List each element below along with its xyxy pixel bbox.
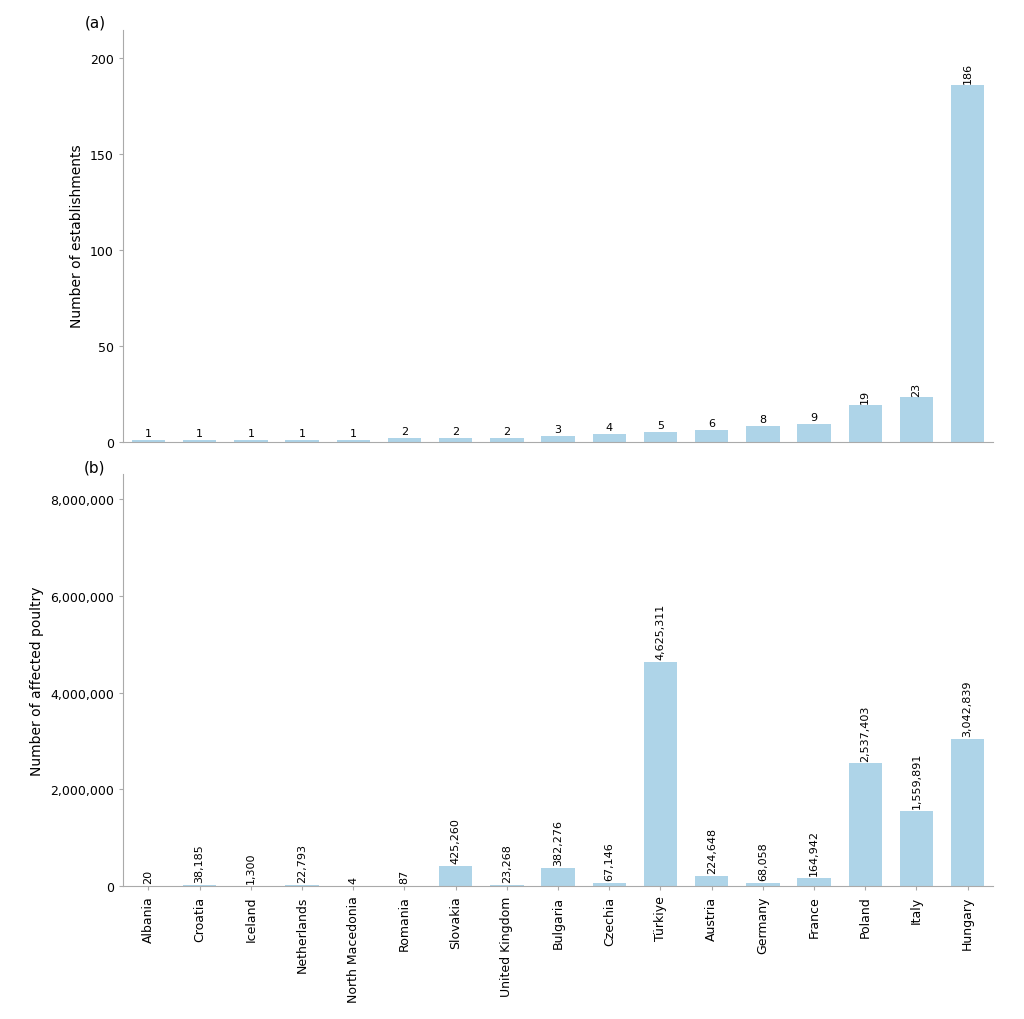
Bar (439, 438, 472, 442)
Text: 19: 19 (860, 389, 870, 404)
Text: 9: 9 (811, 413, 817, 423)
Text: 1: 1 (145, 428, 152, 438)
Bar (286, 440, 318, 442)
Bar (695, 875, 728, 887)
Text: 1,300: 1,300 (246, 852, 256, 883)
Bar (286, 886, 318, 887)
Text: 1: 1 (197, 428, 203, 438)
Bar (849, 763, 882, 887)
Text: 2: 2 (453, 426, 459, 436)
Text: 4,625,311: 4,625,311 (655, 603, 666, 659)
Bar (234, 440, 267, 442)
Text: 8: 8 (760, 415, 766, 425)
Text: 67,146: 67,146 (604, 842, 614, 880)
Text: 20: 20 (143, 869, 154, 883)
Text: 2: 2 (504, 426, 510, 436)
Text: 3,042,839: 3,042,839 (963, 680, 973, 737)
Text: 164,942: 164,942 (809, 829, 819, 875)
Text: 2: 2 (401, 426, 408, 436)
Text: 1: 1 (248, 428, 254, 438)
Text: 4: 4 (348, 876, 358, 883)
Text: 22,793: 22,793 (297, 844, 307, 882)
Bar (746, 883, 779, 887)
Text: 1: 1 (350, 428, 356, 438)
Text: 3: 3 (555, 425, 561, 434)
Bar (439, 866, 472, 887)
Y-axis label: Number of affected poultry: Number of affected poultry (31, 586, 44, 775)
Text: 1,559,891: 1,559,891 (911, 752, 922, 808)
Bar (490, 438, 523, 442)
Text: 1: 1 (299, 428, 305, 438)
Text: 23: 23 (911, 382, 922, 396)
Y-axis label: Number of establishments: Number of establishments (71, 145, 84, 328)
Text: (a): (a) (84, 15, 105, 31)
Bar (183, 440, 216, 442)
Bar (746, 427, 779, 442)
Bar (542, 436, 574, 442)
Bar (951, 739, 984, 887)
Text: 5: 5 (657, 421, 664, 431)
Text: 38,185: 38,185 (195, 843, 205, 881)
Bar (695, 431, 728, 442)
Text: 6: 6 (709, 419, 715, 429)
Bar (388, 438, 421, 442)
Text: 68,058: 68,058 (758, 842, 768, 880)
Text: 2,537,403: 2,537,403 (860, 704, 870, 761)
Bar (183, 884, 216, 887)
Bar (900, 398, 933, 442)
Bar (849, 406, 882, 442)
Bar (593, 434, 626, 442)
Bar (798, 878, 830, 887)
Bar (490, 886, 523, 887)
Text: 224,648: 224,648 (707, 826, 717, 872)
Text: (b): (b) (84, 460, 105, 475)
Bar (542, 868, 574, 887)
Bar (951, 86, 984, 442)
Bar (337, 440, 370, 442)
Text: 186: 186 (963, 63, 973, 85)
Bar (900, 811, 933, 887)
Bar (644, 432, 677, 442)
Text: 4: 4 (606, 423, 612, 432)
Bar (593, 883, 626, 887)
Bar (644, 662, 677, 887)
Text: 23,268: 23,268 (502, 844, 512, 882)
Bar (798, 425, 830, 442)
Text: 87: 87 (399, 869, 410, 883)
Text: 382,276: 382,276 (553, 819, 563, 865)
Bar (132, 440, 165, 442)
Text: 425,260: 425,260 (451, 817, 461, 863)
